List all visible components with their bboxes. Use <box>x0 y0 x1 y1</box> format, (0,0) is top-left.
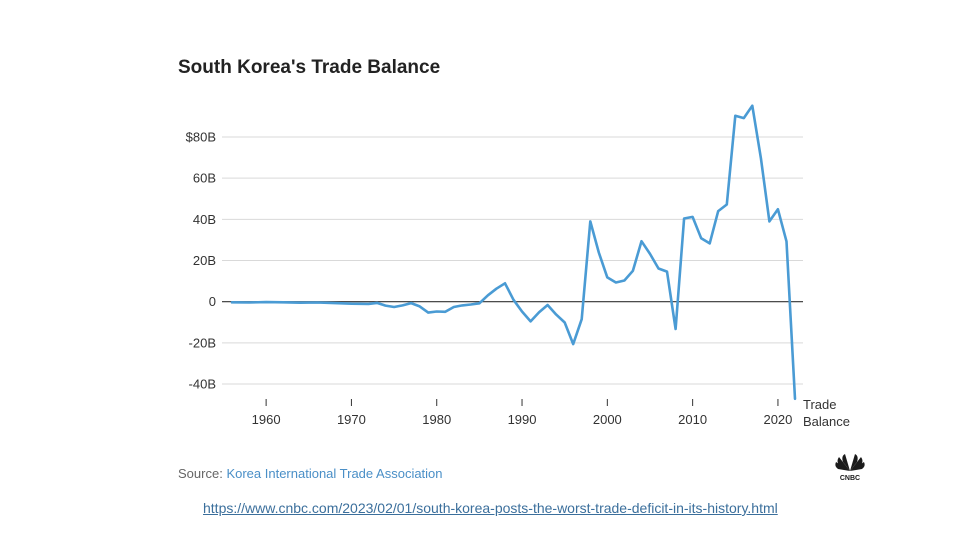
chart-title: South Korea's Trade Balance <box>178 57 441 78</box>
source-note: Source: Korea International Trade Associ… <box>178 466 443 481</box>
cnbc-logo: CNBC <box>829 452 871 487</box>
y-tick-label: 20B <box>193 253 216 268</box>
legend: Trade Balance <box>803 397 850 429</box>
series-line-trade-balance <box>230 104 797 401</box>
y-tick-label: 40B <box>193 212 216 227</box>
x-axis-ticks: 1960 1970 1980 1990 2000 2010 2020 <box>252 399 792 427</box>
grid-layer <box>222 136 803 385</box>
x-tick-label: 1960 <box>252 412 281 427</box>
source-prefix: Source: <box>178 466 223 481</box>
legend-label: Balance <box>803 414 850 429</box>
legend-label: Trade <box>803 397 836 412</box>
x-tick-label: 2000 <box>593 412 622 427</box>
source-link[interactable]: Korea International Trade Association <box>226 466 443 481</box>
logo-text: CNBC <box>840 475 860 482</box>
x-tick-label: 1980 <box>422 412 451 427</box>
x-tick-label: 1990 <box>508 412 537 427</box>
y-tick-label: $80B <box>186 130 216 145</box>
cnbc-peacock-icon: CNBC <box>835 454 865 482</box>
x-tick-label: 2010 <box>678 412 707 427</box>
x-tick-label: 1970 <box>337 412 366 427</box>
y-tick-label: -40B <box>189 377 216 392</box>
x-tick-label: 2020 <box>763 412 792 427</box>
source-url-link[interactable]: https://www.cnbc.com/2023/02/01/south-ko… <box>203 500 778 516</box>
series-layer <box>230 104 797 401</box>
y-axis-labels: $80B 60B 40B 20B 0 -20B -40B <box>186 130 216 392</box>
y-tick-label: 60B <box>193 171 216 186</box>
y-tick-label: 0 <box>209 294 216 309</box>
y-tick-label: -20B <box>189 335 216 350</box>
